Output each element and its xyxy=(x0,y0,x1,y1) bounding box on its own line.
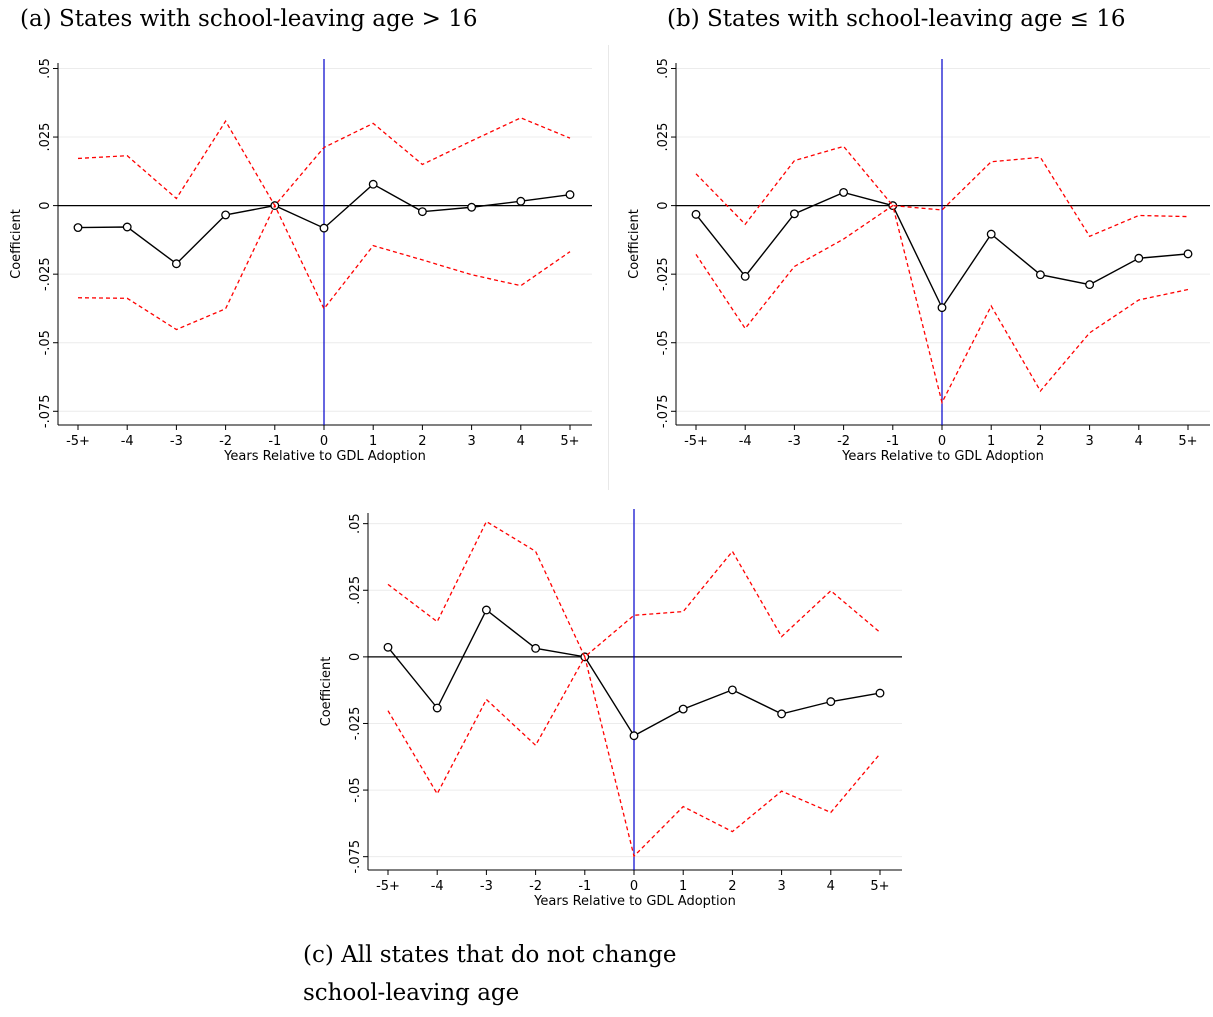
x-axis-title: Years Relative to GDL Adoption xyxy=(841,449,1044,464)
point-coefficient xyxy=(1085,280,1095,290)
x-tick-label: 4 xyxy=(1135,434,1143,449)
y-tick-label: -.075 xyxy=(38,394,53,428)
point-coefficient xyxy=(727,685,737,695)
x-tick-label: -2 xyxy=(529,879,542,894)
caption-c: (c) All states that do not change school… xyxy=(303,942,677,1006)
y-tick-label: .05 xyxy=(656,58,671,79)
x-axis-title: Years Relative to GDL Adoption xyxy=(533,894,736,909)
x-tick-label: -1 xyxy=(578,879,591,894)
y-tick-label: -.05 xyxy=(38,330,53,355)
y-tick-label: -.025 xyxy=(38,257,53,291)
y-axis-title: Coefficient xyxy=(319,657,334,727)
point-coefficient xyxy=(221,210,231,220)
x-tick-label: -5+ xyxy=(684,434,708,449)
x-tick-label: -3 xyxy=(480,879,493,894)
point-coefficient xyxy=(986,229,996,239)
point-coefficient xyxy=(629,731,639,741)
x-tick-label: 1 xyxy=(369,434,377,449)
y-tick-label: .05 xyxy=(348,513,363,534)
x-tick-label: -1 xyxy=(268,434,281,449)
x-tick-label: -5+ xyxy=(66,434,90,449)
y-tick-label: -.075 xyxy=(656,394,671,428)
x-tick-label: -4 xyxy=(739,434,752,449)
point-coefficient xyxy=(122,222,132,232)
y-tick-label: -.05 xyxy=(348,777,363,802)
point-coefficient xyxy=(171,259,181,269)
point-coefficient xyxy=(1035,270,1045,280)
x-tick-label: 4 xyxy=(517,434,525,449)
point-coefficient xyxy=(432,703,442,713)
y-tick-label: -.075 xyxy=(348,840,363,874)
y-axis-title: Coefficient xyxy=(9,209,24,279)
x-tick-label: 3 xyxy=(1085,434,1093,449)
point-coefficient xyxy=(319,223,329,233)
chart-b: .05 .025 0 -.025 -.05 -.075 -5+ -4 -3 -2 -1 0 1 2 3 4 5+… xyxy=(627,58,1210,464)
x-axis-title: Years Relative to GDL Adoption xyxy=(223,449,426,464)
point-coefficient xyxy=(678,704,688,714)
y-tick-label: 0 xyxy=(656,201,671,209)
point-coefficient xyxy=(777,709,787,719)
x-tick-label: -1 xyxy=(886,434,899,449)
x-tick-label: 0 xyxy=(320,434,328,449)
x-tick-label: 3 xyxy=(467,434,475,449)
x-tick-label: 2 xyxy=(418,434,426,449)
series-line-ci-lower xyxy=(387,655,881,858)
point-coefficient xyxy=(481,605,491,615)
point-coefficient xyxy=(937,303,947,313)
point-coefficient xyxy=(516,196,526,206)
chart-c: .05 .025 0 -.025 -.05 -.075 -5+ -4 -3 -2 -1 0 1 2 3 4 5+… xyxy=(319,509,902,909)
point-coefficient xyxy=(467,202,477,212)
point-coefficient xyxy=(417,207,427,217)
x-tick-label: -2 xyxy=(837,434,850,449)
chart-a: .05 .025 0 -.025 -.05 -.075 -5+ -4 -3 -2 -1 0 1 2 3 4 5+… xyxy=(9,58,592,464)
point-coefficient xyxy=(789,209,799,219)
x-tick-label: 5+ xyxy=(560,434,579,449)
x-tick-label: -5+ xyxy=(376,879,400,894)
x-tick-label: 0 xyxy=(630,879,638,894)
x-tick-label: 1 xyxy=(679,879,687,894)
x-tick-label: -3 xyxy=(788,434,801,449)
point-coefficient xyxy=(740,271,750,281)
x-tick-label: 2 xyxy=(1036,434,1044,449)
x-tick-label: -2 xyxy=(219,434,232,449)
y-tick-label: -.025 xyxy=(656,257,671,291)
point-coefficient xyxy=(73,223,83,232)
caption-b: (b) States with school-leaving age ≤ 16 xyxy=(667,6,1126,32)
x-tick-label: -4 xyxy=(121,434,134,449)
y-tick-label: .05 xyxy=(38,58,53,79)
point-coefficient xyxy=(1183,249,1193,259)
x-tick-label: 4 xyxy=(827,879,835,894)
x-tick-label: -3 xyxy=(170,434,183,449)
point-coefficient xyxy=(368,179,378,189)
point-coefficient xyxy=(839,187,849,197)
x-tick-label: 0 xyxy=(938,434,946,449)
point-coefficient xyxy=(565,190,575,200)
y-tick-label: .025 xyxy=(656,123,671,152)
point-coefficient xyxy=(383,642,393,652)
series-line-ci-lower xyxy=(77,204,571,331)
point-coefficient xyxy=(875,688,885,698)
x-tick-label: -4 xyxy=(431,879,444,894)
y-tick-label: .025 xyxy=(348,576,363,605)
x-tick-label: 1 xyxy=(987,434,995,449)
point-coefficient xyxy=(531,643,541,653)
y-tick-label: 0 xyxy=(38,201,53,209)
x-tick-label: 2 xyxy=(728,879,736,894)
caption-a: (a) States with school-leaving age > 16 xyxy=(20,6,478,32)
y-tick-label: .025 xyxy=(38,123,53,152)
series-line-ci-upper xyxy=(387,520,881,658)
point-coefficient xyxy=(826,697,836,707)
y-tick-label: -.05 xyxy=(656,330,671,355)
x-tick-label: 5+ xyxy=(1178,434,1197,449)
y-axis-title: Coefficient xyxy=(627,209,642,279)
y-tick-label: 0 xyxy=(348,653,363,661)
point-coefficient xyxy=(1134,253,1144,263)
series-line-ci-lower xyxy=(695,204,1189,405)
point-coefficient xyxy=(691,209,701,219)
series-line-ci-upper xyxy=(77,117,571,207)
panel-separator xyxy=(608,45,609,490)
x-tick-label: 3 xyxy=(777,879,785,894)
y-tick-label: -.025 xyxy=(348,707,363,741)
x-tick-label: 5+ xyxy=(870,879,889,894)
